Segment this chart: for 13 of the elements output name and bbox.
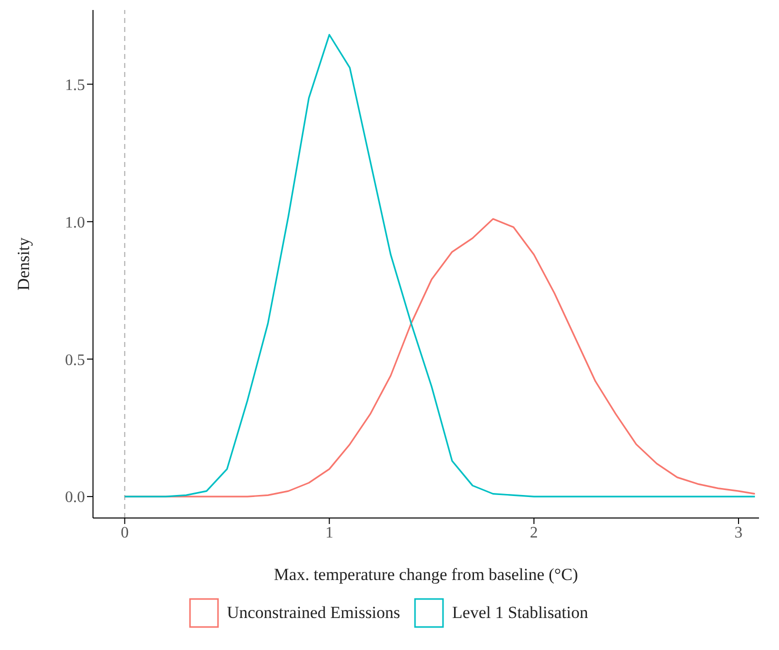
y-tick-label: 0.0 <box>65 489 85 506</box>
y-axis-title: Density <box>14 237 34 290</box>
x-tick-label: 0 <box>120 524 129 542</box>
x-tick-label: 3 <box>734 524 743 542</box>
y-tick-label: 1.0 <box>65 214 85 232</box>
legend-label: Unconstrained Emissions <box>226 603 400 623</box>
x-axis-title: Max. temperature change from baseline (°C) <box>274 565 578 584</box>
y-tick-label: 1.5 <box>65 76 85 94</box>
x-tick-label: 2 <box>530 524 538 542</box>
x-tick-label: 1 <box>325 524 334 542</box>
legend-label: Level 1 Stablisation <box>452 603 588 623</box>
line-series <box>124 34 756 498</box>
y-tick-label: 0.5 <box>65 352 85 369</box>
